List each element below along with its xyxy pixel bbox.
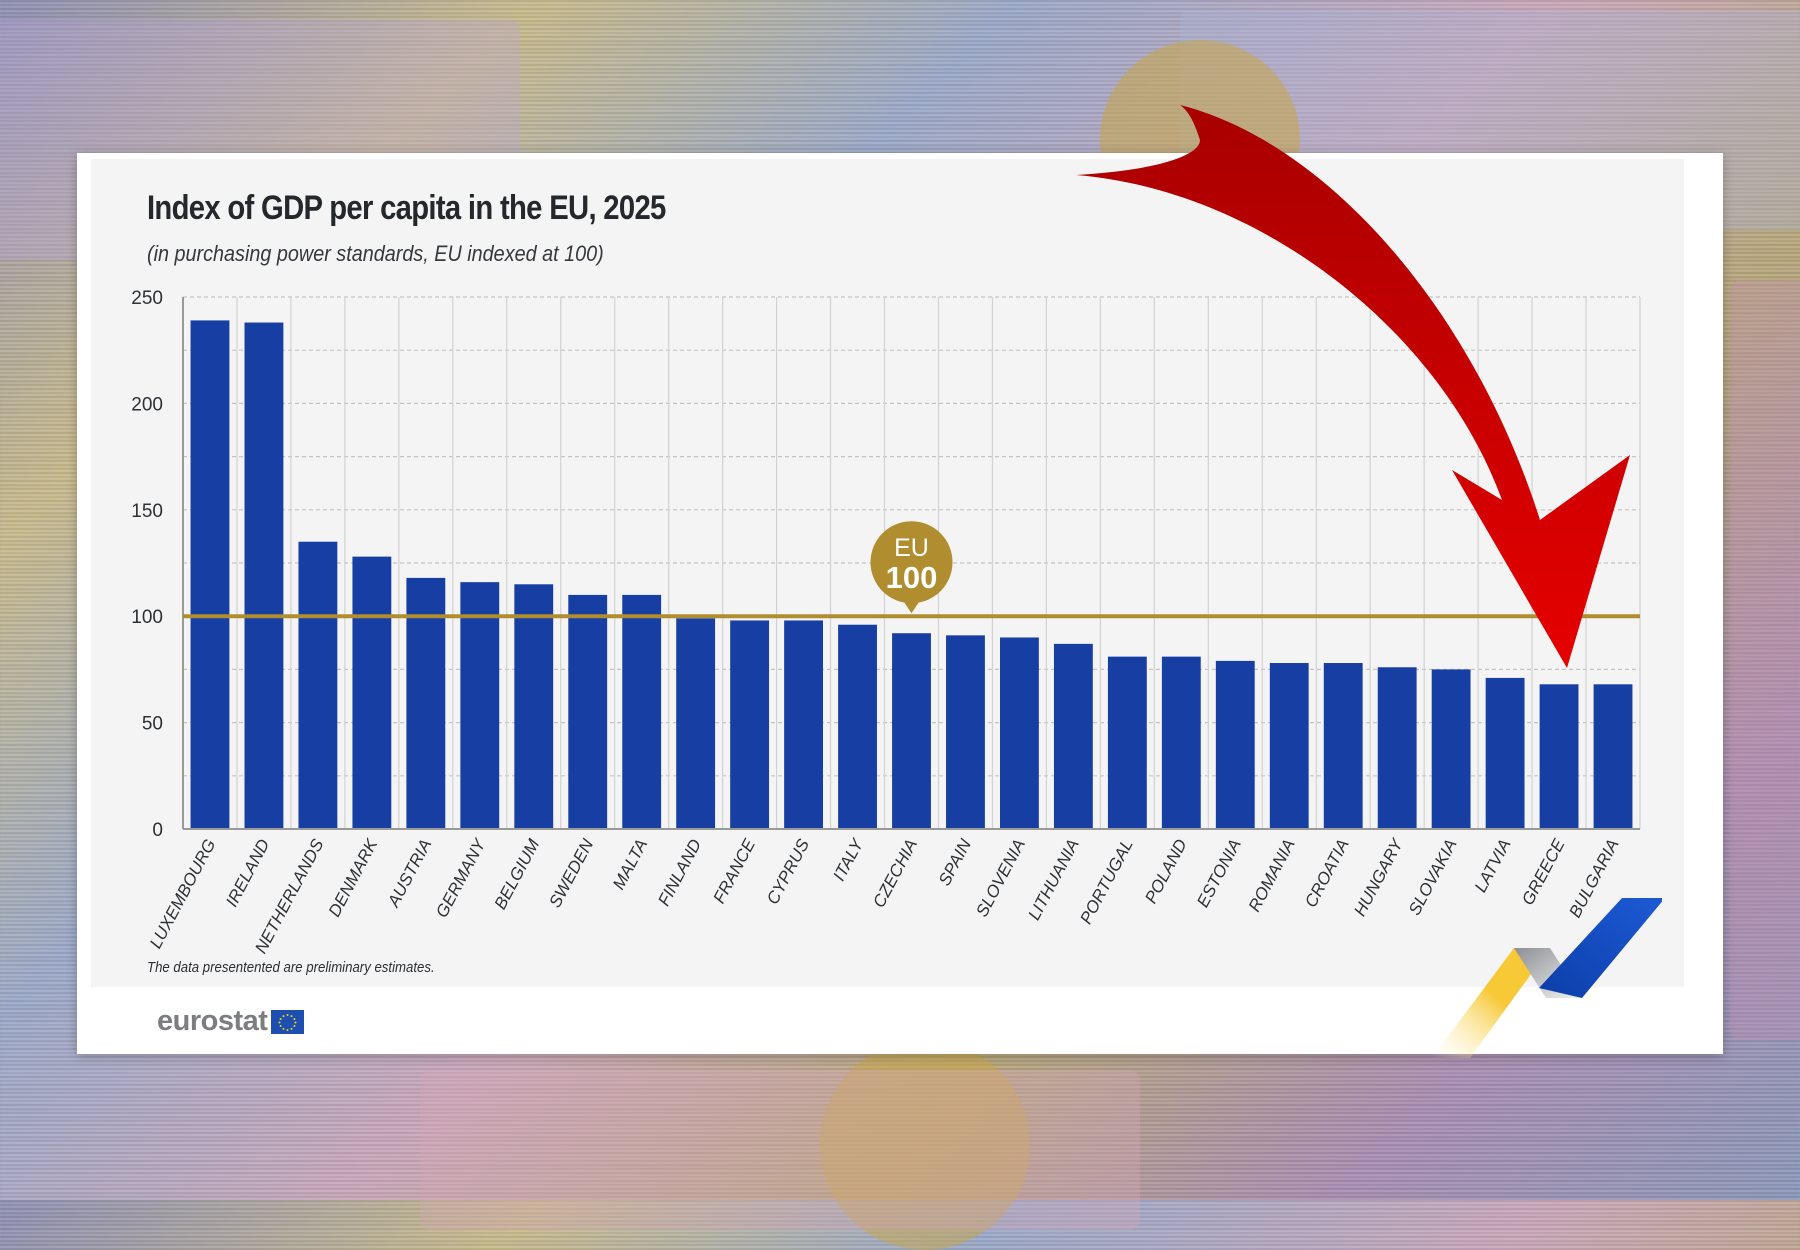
background-banknote (1730, 280, 1800, 1040)
chart-title: Index of GDP per capita in the EU, 2025 (147, 189, 666, 227)
x-tick-label: IRELAND (222, 836, 273, 910)
bar-czechia (892, 633, 931, 829)
y-tick-label: 100 (131, 607, 163, 628)
y-tick-label: 250 (131, 288, 163, 309)
bar-spain (946, 635, 985, 829)
chart-card: Index of GDP per capita in the EU, 2025 … (77, 153, 1723, 1058)
bar-poland (1161, 656, 1201, 829)
x-tick-label: POLAND (1141, 836, 1191, 907)
bar-germany (460, 582, 500, 829)
background-banknote (420, 1070, 1140, 1230)
bar-portugal (1107, 656, 1147, 829)
eu-flag-icon (271, 1009, 305, 1034)
bar-greece (1539, 684, 1579, 829)
x-tick-label: CZECHIA (869, 836, 921, 911)
x-tick-label: FRANCE (710, 835, 760, 906)
x-tick-label: CROATIA (1301, 836, 1353, 911)
x-tick-label: LUXEMBOURG (146, 836, 220, 952)
x-tick-label: GERMANY (432, 835, 490, 921)
bar-romania (1269, 663, 1309, 829)
bar-belgium (514, 584, 554, 829)
eurostat-ribbon-graphic (1432, 898, 1662, 1058)
x-tick-label: MALTA (609, 836, 651, 893)
eurostat-wordmark: eurostat (157, 1005, 268, 1037)
x-tick-label: LITHUANIA (1024, 836, 1082, 923)
eurostat-logo: eurostat (157, 1005, 305, 1038)
bar-austria (406, 577, 446, 829)
x-tick-label: SLOVENIA (972, 836, 1029, 920)
bar-bulgaria (1593, 684, 1633, 829)
bar-lithuania (1053, 643, 1093, 829)
x-tick-label: HUNGARY (1350, 835, 1407, 920)
bar-luxembourg (190, 320, 230, 829)
chart-footnote: The data presentented are preliminary es… (147, 959, 435, 976)
bar-finland (676, 618, 716, 829)
eu-badge-value: 100 (886, 560, 938, 595)
chart-subtitle: (in purchasing power standards, EU index… (147, 241, 604, 266)
x-tick-label: ESTONIA (1193, 836, 1245, 911)
eu-badge (870, 521, 953, 604)
x-tick-label: ROMANIA (1245, 836, 1299, 915)
bar-denmark (352, 556, 392, 829)
y-tick-label: 50 (142, 714, 163, 735)
bar-ireland (244, 322, 284, 829)
x-tick-label: LATVIA (1471, 836, 1515, 896)
chart-panel: Index of GDP per capita in the EU, 2025 … (91, 159, 1684, 987)
bar-netherlands (298, 541, 338, 829)
x-tick-label: SWEDEN (545, 835, 597, 910)
eu-badge-label: EU (894, 534, 929, 562)
x-tick-label: SPAIN (935, 835, 975, 888)
x-tick-label: CYPRUS (763, 835, 813, 907)
bar-sweden (568, 594, 608, 829)
x-tick-label: FINLAND (654, 836, 705, 909)
bar-latvia (1485, 677, 1525, 829)
x-tick-label: ITALY (829, 834, 867, 884)
y-tick-label: 200 (131, 394, 163, 415)
bar-italy (838, 624, 877, 829)
bar-cyprus (784, 620, 824, 829)
bar-slovakia (1431, 669, 1471, 829)
bar-france (730, 620, 770, 829)
bar-hungary (1377, 667, 1417, 829)
bar-malta (622, 594, 662, 829)
bar-croatia (1323, 663, 1363, 829)
x-tick-label: AUSTRIA (384, 836, 436, 911)
bar-slovenia (999, 637, 1039, 829)
y-tick-label: 150 (131, 501, 163, 522)
x-tick-label: BELGIUM (491, 835, 544, 912)
x-tick-label: PORTUGAL (1076, 836, 1137, 927)
bar-estonia (1215, 660, 1255, 829)
x-tick-label: DENMARK (325, 835, 382, 920)
y-tick-label: 0 (152, 820, 163, 841)
